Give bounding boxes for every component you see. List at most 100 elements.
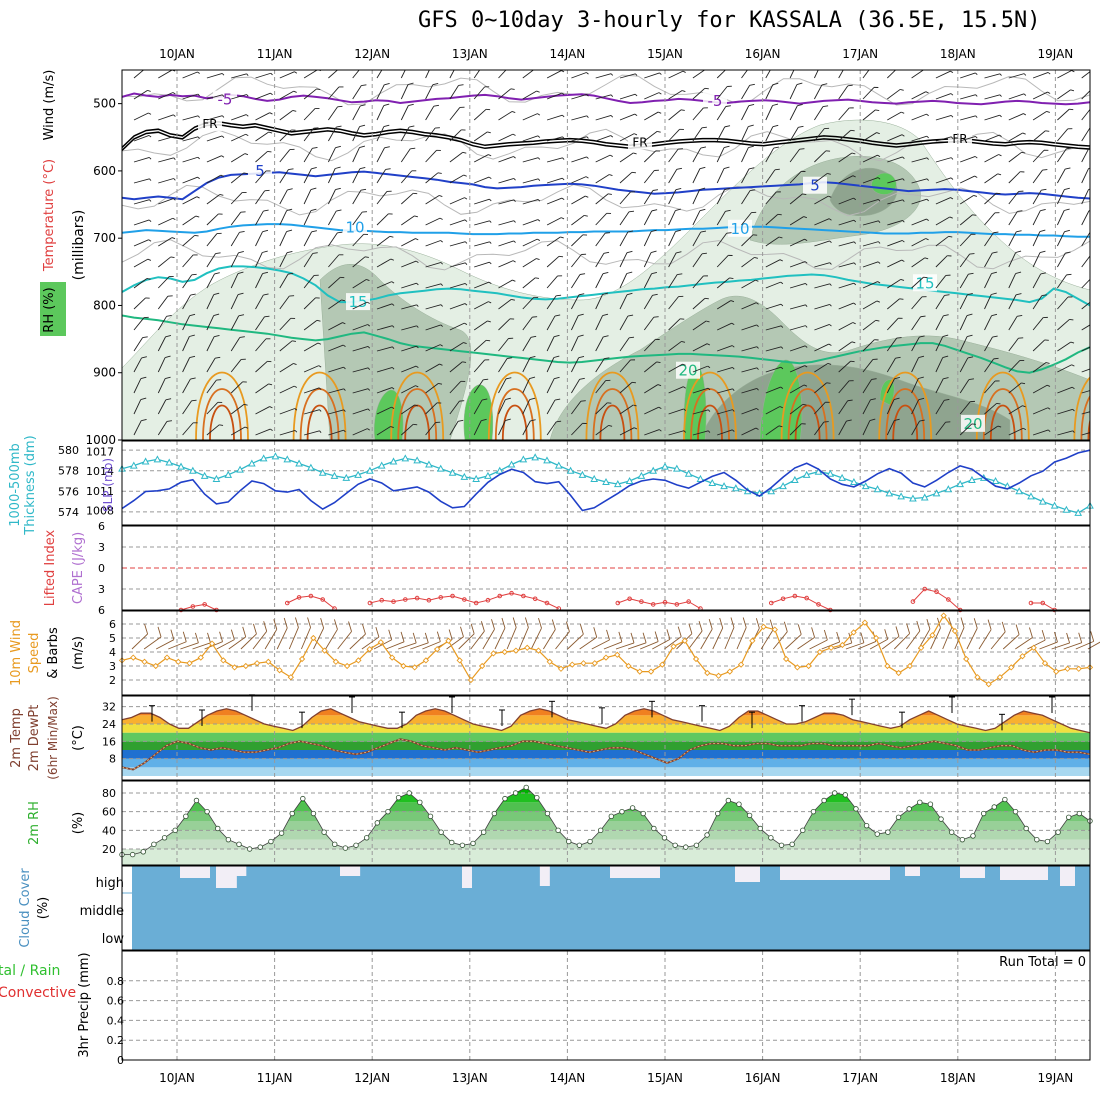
wind-barb bbox=[741, 105, 750, 121]
wind-barb bbox=[157, 316, 167, 331]
wind-barb bbox=[741, 427, 757, 436]
wind10-barb-flag bbox=[283, 617, 288, 629]
wind-barb-flag bbox=[967, 356, 974, 359]
wind-barb bbox=[935, 315, 944, 331]
wind-barb-flag bbox=[294, 408, 298, 411]
wind-barb-flag bbox=[483, 64, 488, 65]
wind-barb bbox=[498, 338, 509, 352]
wind-barb-flag bbox=[966, 313, 973, 316]
wind-barb bbox=[474, 176, 490, 184]
wind-barb bbox=[838, 420, 847, 436]
wind-barb-flag bbox=[392, 325, 395, 328]
wind-barb-flag bbox=[682, 70, 686, 73]
wind-barb bbox=[255, 316, 265, 331]
lifted-index-point bbox=[1040, 600, 1046, 606]
wind-barb bbox=[376, 281, 392, 289]
wind10-barb bbox=[978, 629, 992, 650]
wind-barb bbox=[498, 220, 515, 226]
low-level-isotherm bbox=[1080, 395, 1090, 440]
wind-barb bbox=[158, 198, 174, 205]
wind-barb-flag bbox=[926, 198, 929, 202]
wind-barb bbox=[1081, 90, 1090, 100]
wind-barb bbox=[376, 387, 393, 394]
wind-barb bbox=[376, 325, 393, 331]
thickness-point bbox=[259, 454, 268, 462]
wind-barb bbox=[838, 360, 851, 373]
wind-barb-flag bbox=[433, 104, 440, 107]
wind-barb-flag bbox=[925, 238, 929, 241]
wind-barb-flag bbox=[950, 115, 954, 118]
wind-barb bbox=[425, 127, 436, 142]
wind-barb-flag bbox=[602, 313, 609, 316]
wind-barb-flag bbox=[920, 315, 926, 318]
low-level-isotherm bbox=[697, 404, 723, 440]
wind-barb-flag bbox=[822, 105, 829, 107]
wind-barb bbox=[1008, 382, 1022, 394]
wind-barb-flag bbox=[756, 408, 759, 411]
wind10-barb-flag bbox=[926, 618, 931, 630]
wind-barb bbox=[401, 404, 415, 415]
wind-speed-point bbox=[681, 637, 688, 644]
wind-barb bbox=[352, 388, 369, 394]
wind10-barb bbox=[1027, 639, 1046, 650]
temp-band bbox=[122, 708, 1090, 716]
wind-barb-flag bbox=[189, 355, 196, 359]
thickness-point bbox=[448, 468, 457, 476]
wind10-barb-flag bbox=[811, 627, 816, 638]
wind-barb bbox=[911, 420, 920, 436]
wind-barb-flag bbox=[894, 418, 900, 422]
wind-barb bbox=[692, 365, 708, 373]
wind-barb-flag bbox=[317, 342, 322, 345]
wind-barb bbox=[911, 276, 924, 289]
wind-barb bbox=[498, 318, 511, 331]
wind-barb-flag bbox=[780, 386, 784, 389]
lifted-index-point bbox=[473, 600, 479, 606]
wind-speed-point bbox=[940, 612, 947, 619]
wind10-barb-flag bbox=[618, 631, 623, 643]
wind-barb-flag bbox=[780, 325, 784, 328]
wind-barb bbox=[765, 259, 781, 268]
wind-barb bbox=[546, 399, 556, 415]
wind-barb bbox=[716, 126, 726, 142]
wind10-barb-flag bbox=[242, 626, 247, 637]
wind-barb bbox=[376, 213, 389, 226]
wind-barb-flag bbox=[755, 427, 759, 430]
cloud-level-low: low bbox=[102, 932, 125, 947]
thickness-point bbox=[1015, 487, 1024, 495]
wind-barb-flag bbox=[173, 198, 176, 201]
wind-barb-flag bbox=[336, 125, 342, 128]
wind-barb bbox=[814, 84, 823, 100]
wind-barb bbox=[862, 87, 875, 100]
wind-barb-flag bbox=[415, 260, 419, 264]
wind-barb bbox=[862, 420, 871, 436]
wind-barb-flag bbox=[562, 136, 565, 139]
wind-barb bbox=[231, 94, 247, 100]
thickness-point bbox=[330, 471, 339, 479]
wind-barb-flag bbox=[1039, 229, 1046, 232]
wind-barb-flag bbox=[633, 404, 637, 407]
wind-barb bbox=[182, 215, 197, 226]
wind-barb-flag bbox=[147, 89, 151, 92]
wind-barb-flag bbox=[707, 430, 711, 433]
wind-barb-flag bbox=[510, 88, 515, 90]
wind-barb bbox=[303, 365, 319, 373]
wind-barb-flag bbox=[488, 176, 492, 180]
wind-barb bbox=[935, 336, 944, 352]
wind-barb bbox=[279, 71, 295, 79]
wind-barb bbox=[862, 154, 878, 163]
wind-barb bbox=[717, 322, 732, 331]
wind-barb-flag bbox=[853, 282, 857, 286]
thickness-point bbox=[554, 461, 563, 469]
wind-barb-flag bbox=[578, 293, 585, 296]
thickness-point bbox=[212, 474, 221, 482]
isotherm-label-bg bbox=[961, 414, 985, 432]
thickness-point bbox=[460, 472, 469, 480]
wind10-barb-flag bbox=[551, 619, 556, 630]
wind10-barb bbox=[966, 628, 978, 650]
wind-barb bbox=[473, 379, 484, 394]
wind-barb-flag bbox=[944, 294, 950, 296]
wind-barb bbox=[303, 319, 318, 331]
thickness-point bbox=[495, 466, 504, 474]
wind-barb-flag bbox=[360, 104, 366, 107]
wind-barb bbox=[498, 199, 515, 205]
